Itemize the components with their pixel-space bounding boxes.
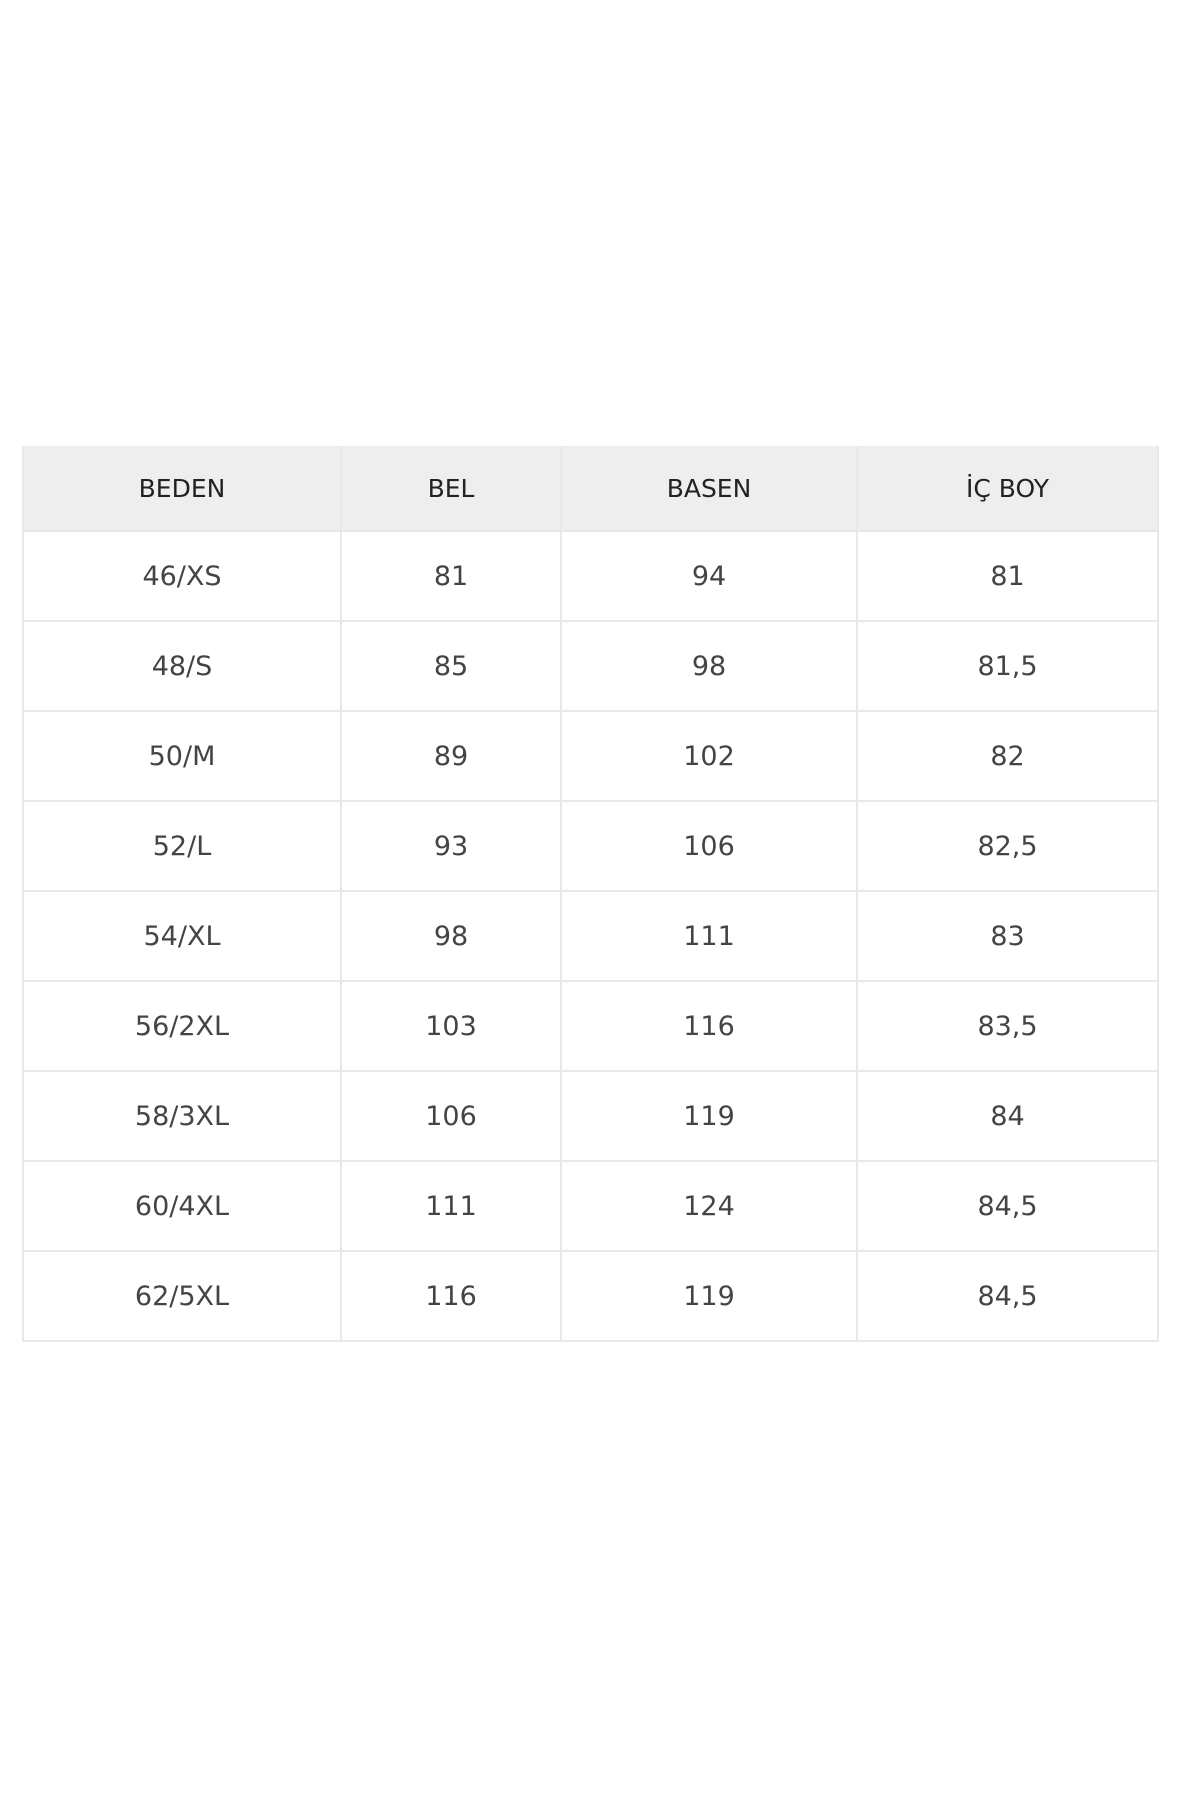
header-row: BEDEN BEL BASEN İÇ BOY	[22, 446, 1159, 532]
cell-basen: 102	[560, 710, 858, 802]
cell-basen: 98	[560, 620, 858, 712]
table-row: 52/L 93 106 82,5	[22, 800, 1159, 892]
cell-beden: 50/M	[22, 710, 342, 802]
cell-ic-boy: 83,5	[856, 980, 1159, 1072]
cell-beden: 52/L	[22, 800, 342, 892]
cell-bel: 93	[340, 800, 562, 892]
cell-bel: 116	[340, 1250, 562, 1342]
cell-bel: 103	[340, 980, 562, 1072]
cell-beden: 48/S	[22, 620, 342, 712]
cell-bel: 111	[340, 1160, 562, 1252]
table-row: 60/4XL 111 124 84,5	[22, 1160, 1159, 1252]
table-row: 48/S 85 98 81,5	[22, 620, 1159, 712]
table-row: 62/5XL 116 119 84,5	[22, 1250, 1159, 1342]
table-body: 46/XS 81 94 81 48/S 85 98 81,5 50/M 89 102 82 52/L 93…	[22, 530, 1159, 1342]
cell-ic-boy: 82	[856, 710, 1159, 802]
table-row: 46/XS 81 94 81	[22, 530, 1159, 622]
cell-beden: 60/4XL	[22, 1160, 342, 1252]
cell-ic-boy: 81	[856, 530, 1159, 622]
cell-basen: 111	[560, 890, 858, 982]
cell-ic-boy: 84,5	[856, 1160, 1159, 1252]
cell-beden: 62/5XL	[22, 1250, 342, 1342]
header-beden: BEDEN	[22, 446, 342, 532]
cell-basen: 124	[560, 1160, 858, 1252]
cell-bel: 89	[340, 710, 562, 802]
cell-basen: 106	[560, 800, 858, 892]
header-ic-boy: İÇ BOY	[856, 446, 1159, 532]
cell-beden: 46/XS	[22, 530, 342, 622]
cell-basen: 94	[560, 530, 858, 622]
table-row: 56/2XL 103 116 83,5	[22, 980, 1159, 1072]
cell-basen: 116	[560, 980, 858, 1072]
cell-bel: 85	[340, 620, 562, 712]
cell-beden: 54/XL	[22, 890, 342, 982]
cell-basen: 119	[560, 1250, 858, 1342]
cell-basen: 119	[560, 1070, 858, 1162]
cell-beden: 56/2XL	[22, 980, 342, 1072]
cell-ic-boy: 84	[856, 1070, 1159, 1162]
cell-beden: 58/3XL	[22, 1070, 342, 1162]
table-row: 54/XL 98 111 83	[22, 890, 1159, 982]
cell-ic-boy: 82,5	[856, 800, 1159, 892]
table-row: 50/M 89 102 82	[22, 710, 1159, 802]
header-basen: BASEN	[560, 446, 858, 532]
cell-bel: 81	[340, 530, 562, 622]
header-bel: BEL	[340, 446, 562, 532]
table-row: 58/3XL 106 119 84	[22, 1070, 1159, 1162]
cell-ic-boy: 81,5	[856, 620, 1159, 712]
cell-bel: 106	[340, 1070, 562, 1162]
cell-ic-boy: 84,5	[856, 1250, 1159, 1342]
size-chart-table: BEDEN BEL BASEN İÇ BOY 46/XS 81 94 81 48/S 85…	[22, 446, 1159, 1342]
cell-ic-boy: 83	[856, 890, 1159, 982]
cell-bel: 98	[340, 890, 562, 982]
